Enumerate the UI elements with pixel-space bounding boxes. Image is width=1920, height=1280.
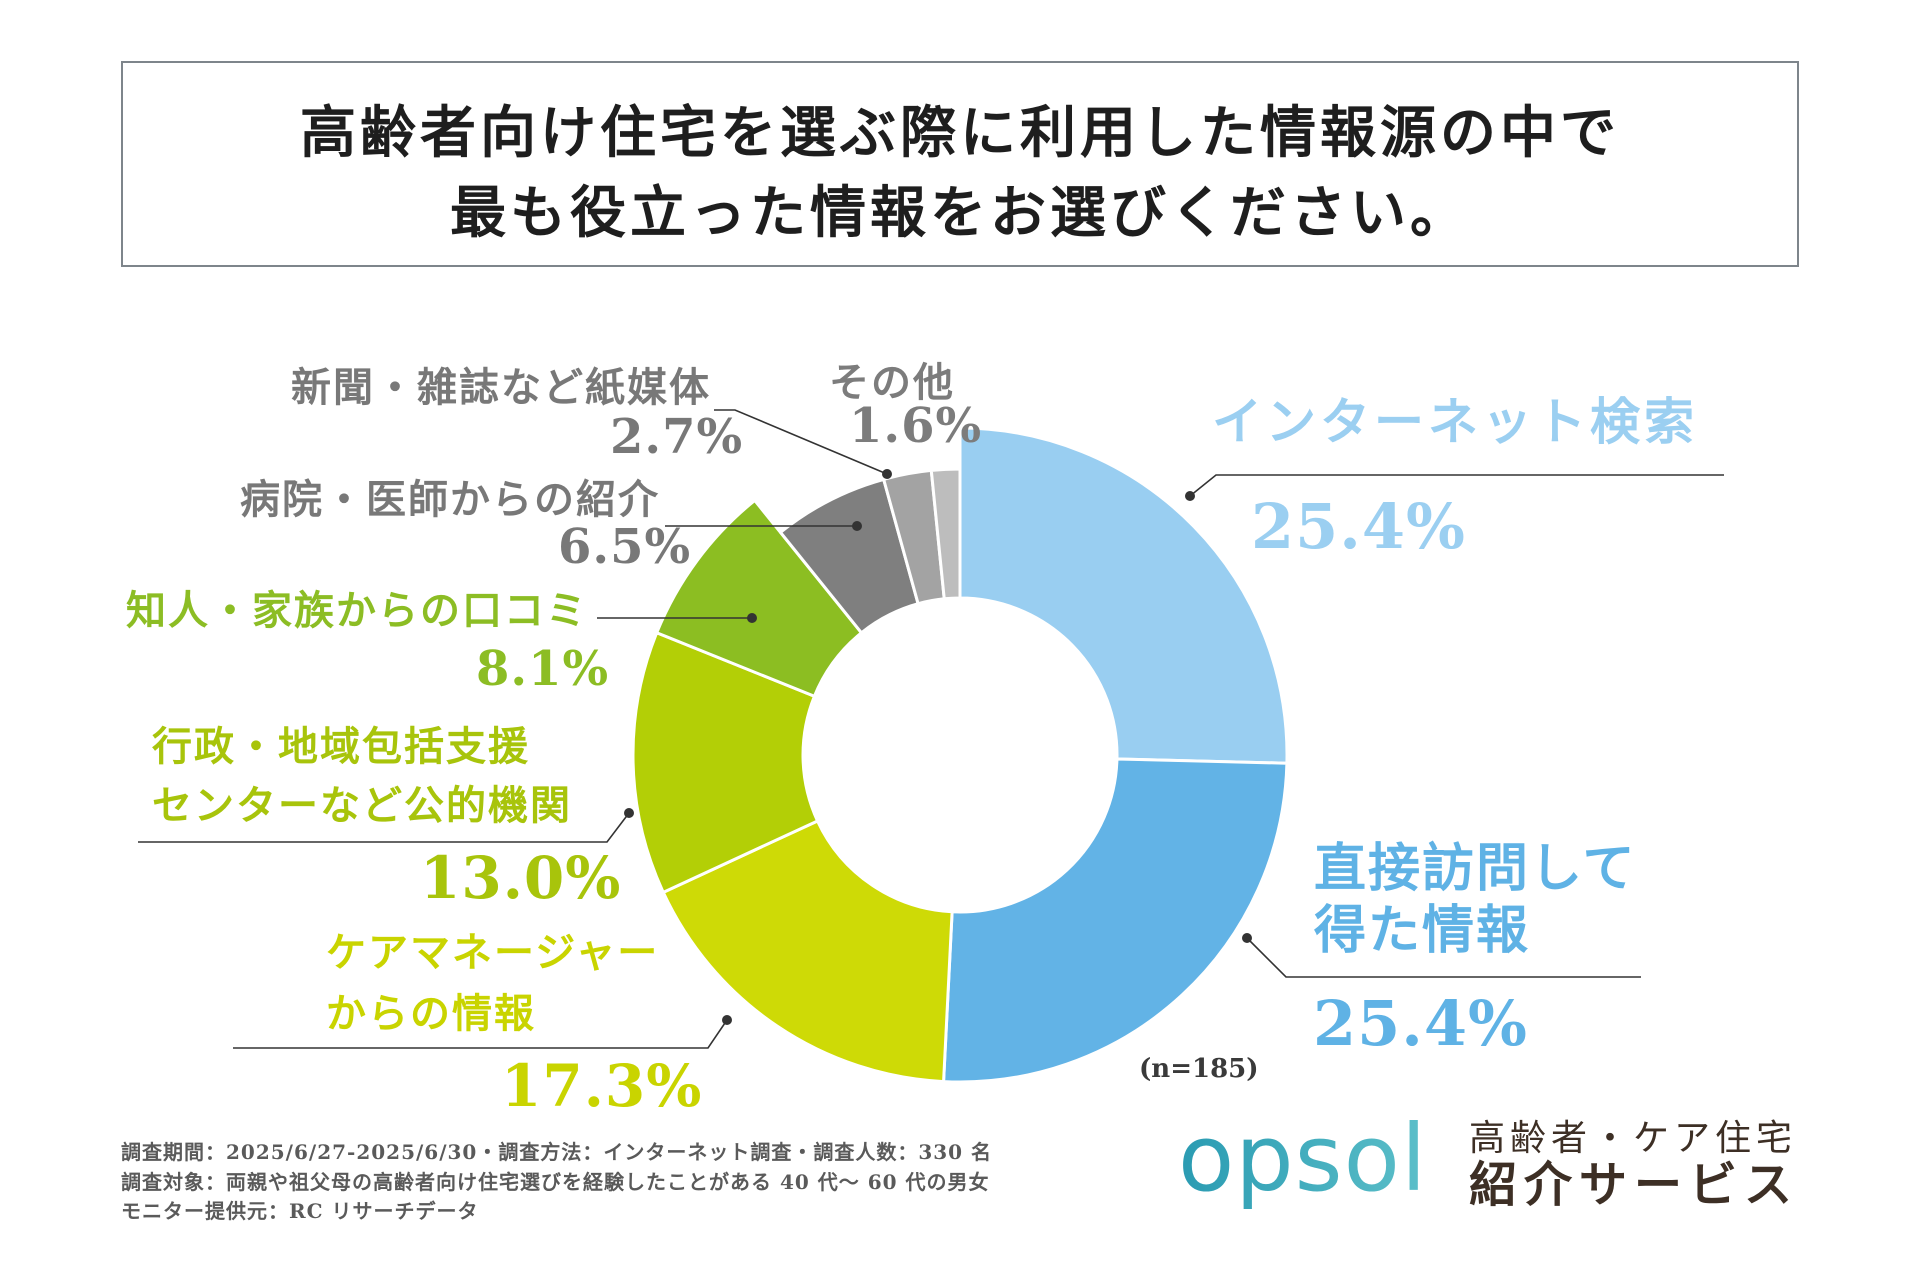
survey-notes: 調査期間：2025/6/27-2025/6/30・調査方法：インターネット調査・… <box>121 1138 992 1227</box>
logo-tagline-1: 高齢者・ケア住宅 <box>1469 1118 1798 1159</box>
donut-slices <box>631 426 1289 1084</box>
leader-dot-hospital-doctor <box>852 521 862 531</box>
value-care-manager: 17.3% <box>501 1052 703 1120</box>
label-other: その他 <box>829 359 955 406</box>
leader-line-print-media <box>714 409 888 475</box>
survey-note-target: 調査対象：両親や祖父母の高齢者向け住宅選びを経験したことがある 40 代〜 60… <box>121 1169 990 1194</box>
leader-dot-internet-search <box>1185 491 1195 501</box>
leader-line-care-manager <box>233 1019 728 1049</box>
value-print-media: 2.7% <box>610 409 744 465</box>
label-care-manager-line-1: ケアマネージャー <box>326 929 660 976</box>
slice-internet-search <box>958 426 1289 765</box>
opsol-wordmark: opsol <box>1178 1105 1428 1212</box>
label-care-manager: ケアマネージャー からの情報 <box>326 922 659 1044</box>
label-internet-search: インターネット検索 <box>1212 392 1698 451</box>
page-title-line-2: 最も役立った情報をお選びください。 <box>450 180 1470 246</box>
value-public-agency: 13.0% <box>420 844 622 912</box>
label-public-agency: 行政・地域包括支援 センターなど公的機関 <box>152 717 572 835</box>
value-word-of-mouth: 8.1% <box>476 641 610 697</box>
value-other: 1.6% <box>849 398 983 454</box>
label-direct-visit: 直接訪問して 得た情報 <box>1314 838 1636 962</box>
value-hospital-doctor: 6.5% <box>558 519 692 575</box>
page-title-line-1: 高齢者向け住宅を選ぶ際に利用した情報源の中で <box>300 100 1620 166</box>
label-print-media: 新聞・雑誌など紙媒体 <box>291 364 711 411</box>
slice-other <box>929 467 962 601</box>
survey-note-period: 調査期間：2025/6/27-2025/6/30・調査方法：インターネット調査・… <box>121 1140 993 1164</box>
leader-line-direct-visit <box>1246 937 1641 978</box>
sample-size-label: (n=185) <box>1139 1054 1259 1084</box>
leader-line-public-agency <box>138 812 630 843</box>
title-box: 高齢者向け住宅を選ぶ際に利用した情報源の中で 最も役立った情報をお選びください。 <box>121 61 1799 267</box>
label-public-agency-line-1: 行政・地域包括支援 <box>152 723 530 770</box>
label-direct-visit-line-2: 得た情報 <box>1314 900 1531 961</box>
slice-direct-visit <box>942 757 1289 1084</box>
slice-public-agency <box>631 631 820 894</box>
value-direct-visit: 25.4% <box>1313 987 1528 1060</box>
logo-tagline-2: 紹介サービス <box>1469 1157 1800 1213</box>
leader-dot-care-manager <box>722 1015 732 1025</box>
survey-note-source: モニター提供元：RC リサーチデータ <box>121 1199 479 1223</box>
leader-dot-direct-visit <box>1242 933 1252 943</box>
leader-dot-word-of-mouth <box>747 613 757 623</box>
label-care-manager-line-2: からの情報 <box>326 990 536 1037</box>
label-direct-visit-line-1: 直接訪問して <box>1314 838 1637 899</box>
slice-care-manager <box>661 819 954 1084</box>
slice-word-of-mouth <box>655 498 863 698</box>
leader-line-internet-search <box>1189 474 1724 497</box>
label-hospital-doctor: 病院・医師からの紹介 <box>240 476 660 523</box>
leader-dot-print-media <box>882 469 892 479</box>
leader-lines <box>138 409 1724 1049</box>
value-internet-search: 25.4% <box>1251 490 1466 563</box>
label-word-of-mouth: 知人・家族からの口コミ <box>126 587 588 634</box>
leader-dot-public-agency <box>624 808 634 818</box>
label-public-agency-line-2: センターなど公的機関 <box>152 782 572 829</box>
